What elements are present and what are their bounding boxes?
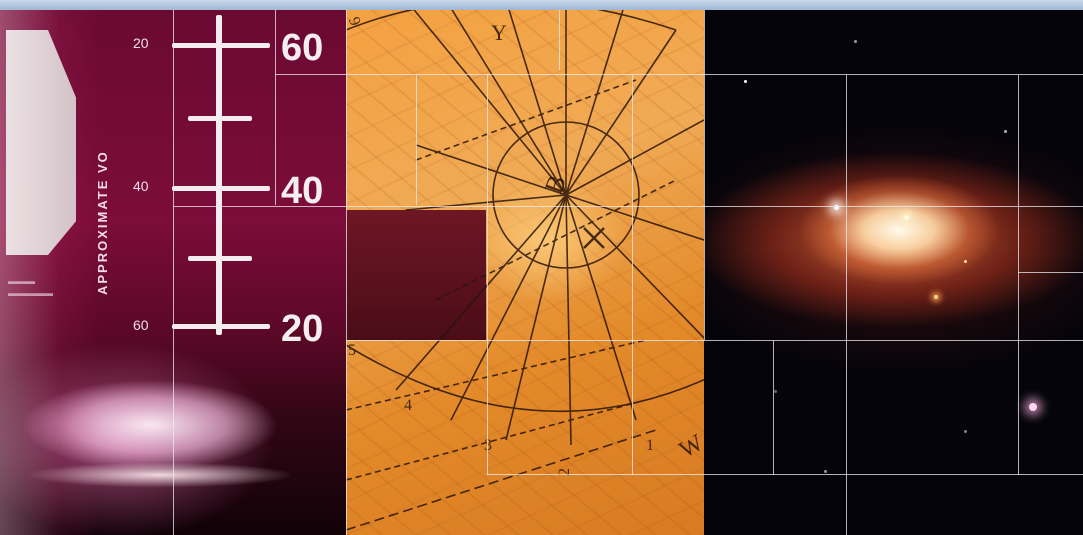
star: [744, 80, 747, 83]
star: [964, 260, 967, 263]
grid-line-horizontal: [275, 74, 1083, 75]
grid-line-vertical: [487, 75, 488, 475]
bright-pink-star: [1029, 403, 1037, 411]
scale-tick-minor: [188, 256, 252, 261]
scale-tick-major-60: [172, 43, 270, 48]
scale-small-mid: 40: [133, 178, 149, 194]
grid-line-vertical: [416, 75, 417, 205]
scale-spine: [216, 15, 222, 335]
scale-tick-minor: [188, 116, 252, 121]
star-map-panel: Y B W Z 9 5 4 3 2 1: [346, 10, 704, 535]
star: [904, 215, 909, 220]
grid-line-vertical: [846, 75, 847, 535]
galaxy-panel: [704, 10, 1083, 535]
scale-small-top: 20: [133, 35, 149, 51]
map-letter-y: Y: [491, 20, 507, 45]
star: [964, 430, 967, 433]
scale-large-bottom: 20: [281, 308, 324, 350]
map-letter-b: B: [539, 171, 572, 197]
star: [834, 205, 839, 210]
star: [824, 470, 827, 473]
grid-line-horizontal: [487, 474, 1083, 475]
grid-line-vertical: [275, 10, 276, 205]
grid-line-horizontal: [173, 206, 1083, 207]
map-number-5: 5: [348, 342, 356, 359]
star: [854, 40, 857, 43]
star: [934, 295, 938, 299]
map-dark-block: [346, 210, 486, 340]
chart-outer-arc: [346, 344, 704, 413]
star: [774, 390, 777, 393]
scale-tick-major-20: [172, 324, 270, 329]
approximate-volume-label: APPROXIMATE VO: [95, 150, 110, 295]
scale-large-mid: 40: [281, 170, 324, 212]
scale-large-top: 60: [281, 27, 324, 69]
star: [1004, 130, 1007, 133]
grid-line-vertical: [559, 10, 560, 70]
grid-line-vertical: [704, 10, 705, 340]
grid-line-vertical: [346, 10, 347, 535]
map-number-3: 3: [484, 437, 492, 454]
grid-line-vertical: [773, 340, 774, 475]
grid-line-horizontal: [1018, 272, 1083, 273]
top-strip: [0, 0, 1083, 10]
map-number-2: 2: [556, 468, 573, 476]
chart-outer-arc-top: [346, 10, 677, 31]
grid-line-horizontal: [346, 340, 1083, 341]
beaker-small-print: ▬▬▬ ▬▬▬▬▬: [8, 276, 53, 298]
scale-tick-major-40: [172, 186, 270, 191]
grid-line-vertical: [632, 75, 633, 475]
map-letter-w: W: [675, 430, 704, 464]
grid-line-vertical: [1018, 75, 1019, 475]
map-number-1: 1: [646, 437, 654, 454]
grid-line-vertical: [173, 10, 174, 535]
scale-small-bottom: 60: [133, 317, 149, 333]
star-chart-drawing: Y B W Z 9 5 4 3 2 1: [346, 10, 704, 531]
map-number-4: 4: [404, 397, 412, 414]
